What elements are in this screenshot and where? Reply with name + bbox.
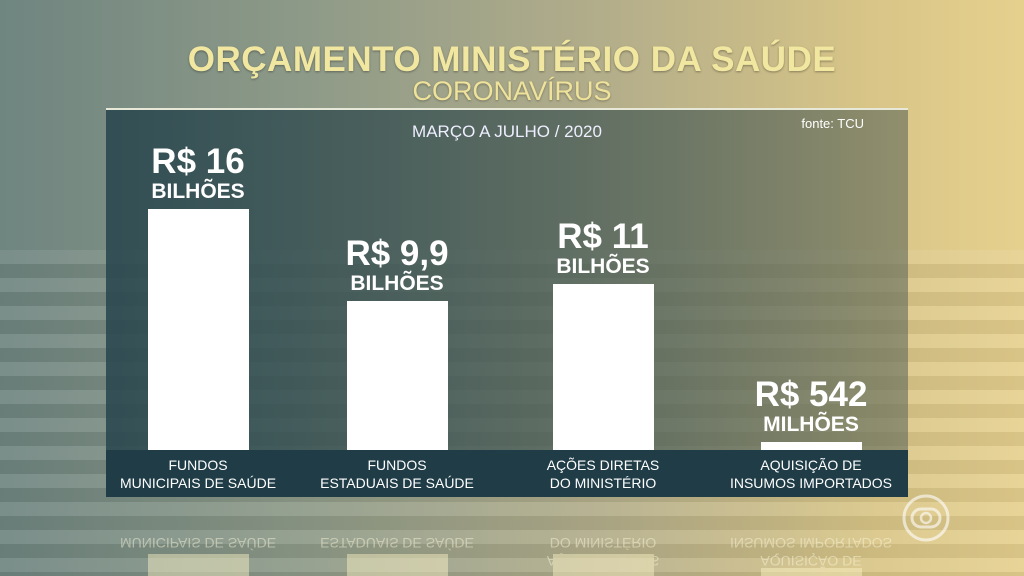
- data-label-unit: BILHÕES: [151, 180, 245, 203]
- data-label-value: R$ 16: [151, 142, 245, 181]
- data-label-value: R$ 9,9: [345, 233, 449, 273]
- globo-icon: [902, 494, 950, 542]
- category-band: FUNDOS MUNICIPAIS DE SAÚDE FUNDOS ESTADUAIS…: [106, 450, 908, 497]
- category-line: MUNICIPAIS DE SAÚDE: [119, 475, 277, 491]
- period-label: MARÇO A JULHO / 2020: [412, 122, 602, 141]
- category-line: ESTADUAIS DE SAÚDE: [320, 535, 474, 551]
- chart-title: ORÇAMENTO MINISTÉRIO DA SAÚDE: [187, 40, 837, 79]
- data-label-unit: MILHÕES: [763, 412, 859, 436]
- category-line: FUNDOS: [168, 457, 228, 473]
- category-line: DO MINISTÉRIO: [549, 535, 657, 551]
- data-label: R$ 9,9 BILHÕES: [307, 233, 487, 295]
- category-label: AQUISIÇÃO DE INSUMOS IMPORTADOS: [711, 456, 911, 492]
- category-label: AÇÕES DIRETAS DO MINISTÉRIO: [503, 456, 703, 492]
- category-line: ESTADUAIS DE SAÚDE: [320, 475, 474, 491]
- category-label: FUNDOS MUNICIPAIS DE SAÚDE: [98, 456, 298, 492]
- data-label: R$ 16 BILHÕES: [108, 143, 288, 203]
- data-label-value: R$ 11: [557, 217, 649, 257]
- category-line: FUNDOS: [367, 457, 427, 473]
- category-line: INSUMOS IMPORTADOS: [729, 475, 893, 491]
- chart-subtitle: CORONAVÍRUS: [412, 76, 612, 106]
- data-label-unit: BILHÕES: [350, 271, 444, 295]
- data-label-value: R$ 542: [754, 374, 868, 414]
- source-label: fonte: TCU: [801, 116, 864, 131]
- bar: [761, 441, 862, 450]
- category-line: MUNICIPAIS DE SAÚDE: [119, 535, 277, 551]
- reflected-bar: [148, 554, 249, 576]
- data-label: R$ 11 BILHÕES: [513, 218, 693, 278]
- reflected-bar: [347, 554, 448, 576]
- category-line: AQUISIÇÃO DE: [760, 457, 862, 473]
- category-line: DO MINISTÉRIO: [549, 475, 657, 491]
- reflected-bar: [761, 567, 862, 576]
- bar: [148, 209, 249, 450]
- reflected-category-label: AQUISIÇÃO DE INSUMOS IMPORTADOS: [711, 534, 911, 570]
- category-line: AÇÕES DIRETAS: [546, 457, 660, 473]
- category-label: FUNDOS ESTADUAIS DE SAÚDE: [297, 456, 497, 492]
- data-label-unit: BILHÕES: [556, 255, 650, 279]
- reflected-bar: [553, 554, 654, 576]
- bar: [553, 284, 654, 450]
- bar: [347, 300, 448, 450]
- data-label: R$ 542 MILHÕES: [721, 374, 901, 436]
- category-line: INSUMOS IMPORTADOS: [729, 535, 893, 551]
